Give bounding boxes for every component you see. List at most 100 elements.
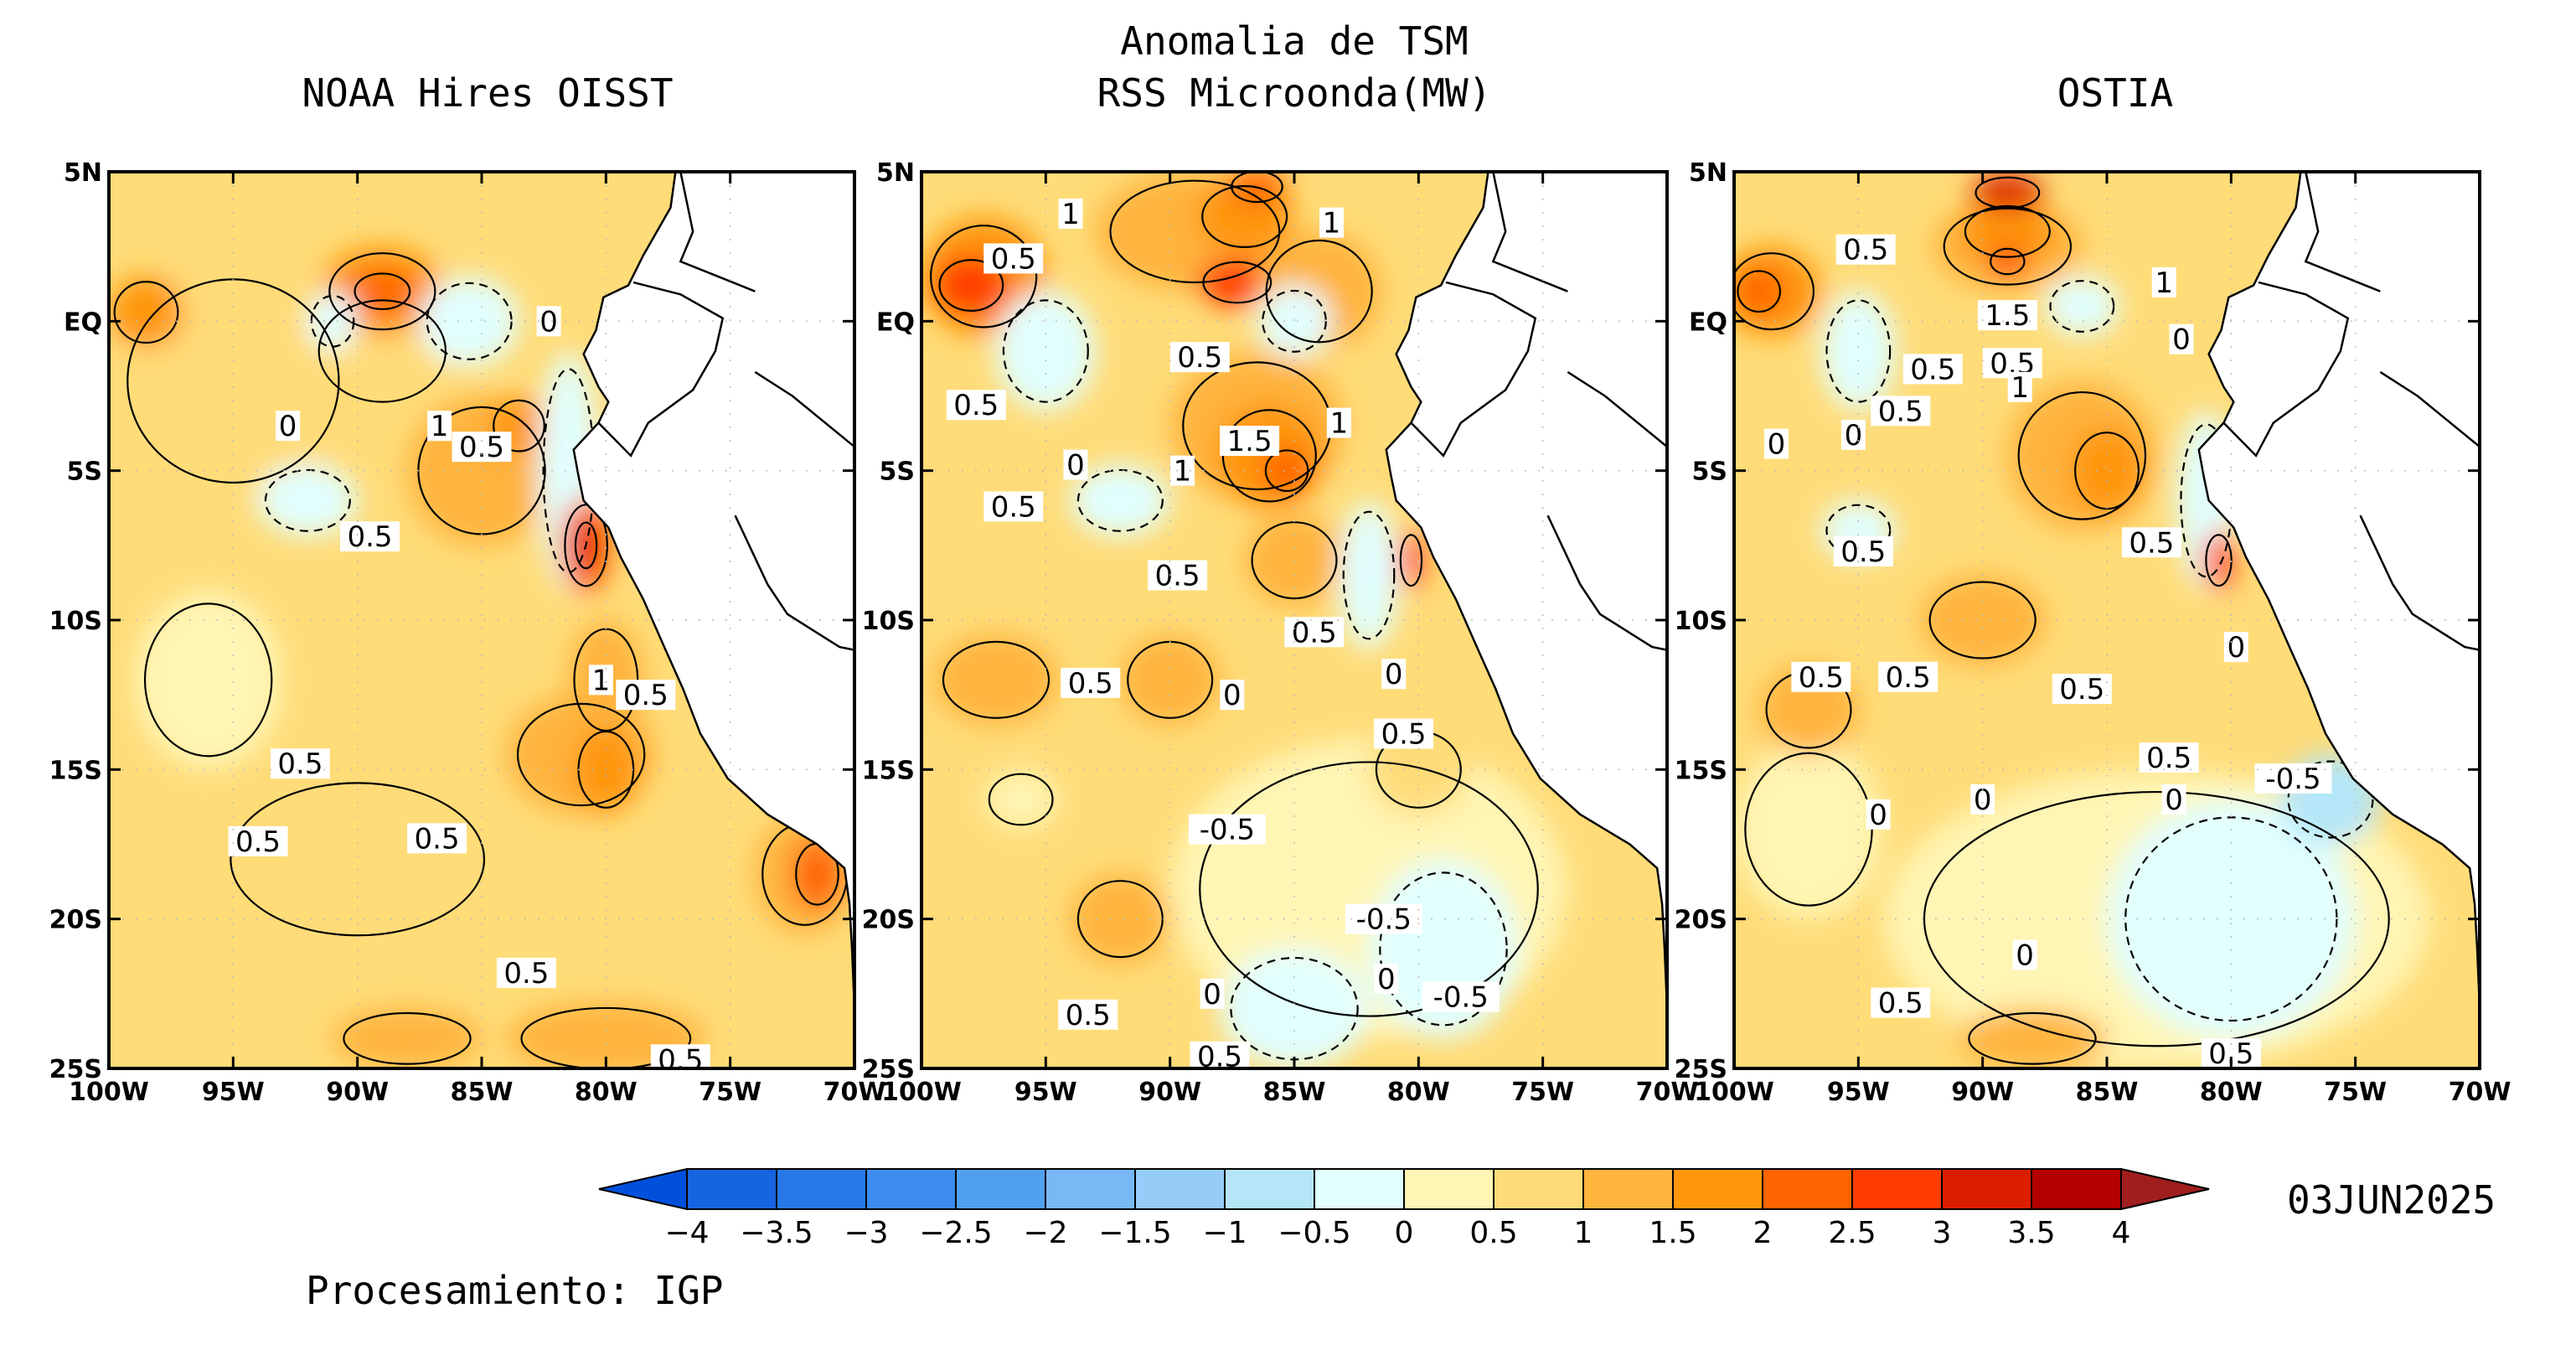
- date-label: 03JUN2025: [2287, 1177, 2496, 1223]
- contour-line-6: [1265, 239, 1373, 344]
- contour-label-bg-0: [1835, 234, 1896, 265]
- contour-label-bg-1: [276, 411, 301, 442]
- colorbar-swatch-12: [1762, 1168, 1853, 1210]
- contour-line-2: [1109, 179, 1281, 284]
- y-tick-label: EQ: [1689, 308, 1727, 337]
- colorbar-swatch-15: [2031, 1168, 2122, 1210]
- country-border-2: [2359, 515, 2480, 651]
- contour-label-bg-17: [2254, 763, 2332, 794]
- contour-label-6: 0: [2172, 323, 2191, 357]
- x-tick-label: 80W: [2200, 1078, 2263, 1107]
- contour-label-8: 0.5: [235, 825, 281, 859]
- panel3-title: OSTIA: [2057, 70, 2174, 116]
- contour-label-10: 0.5: [1155, 560, 1200, 593]
- panel-1-anomaly-field: 0.5 0 1 0.5 0 1 0.5 0.5 0.5 0.5 0.5 0.5: [109, 172, 854, 1068]
- colorbar-label-14: 3: [1933, 1216, 1952, 1250]
- anomaly-patch-23: [1120, 634, 1220, 725]
- country-border-1: [1567, 370, 1667, 448]
- contour-line-4: [1975, 176, 2041, 209]
- y-tick-label: 25S: [862, 1055, 915, 1084]
- contour-line-2: [328, 252, 436, 331]
- contour-label-1: 0.5: [991, 242, 1036, 276]
- anomaly-patch-18: [1220, 949, 1369, 1068]
- contour-label-bg-20: [2161, 784, 2186, 815]
- colorbar-swatch-4: [1045, 1168, 1136, 1210]
- contour-line-1: [938, 259, 1004, 312]
- x-tick-label: 85W: [451, 1078, 514, 1107]
- contour-line-14: [2287, 760, 2374, 839]
- contour-label-5: 1: [2011, 371, 2029, 405]
- contour-label-bg-4: [1169, 342, 1230, 373]
- country-border-1: [2379, 370, 2480, 448]
- contour-line-9: [2049, 280, 2115, 333]
- colorbar-label-1: −3.5: [740, 1216, 813, 1250]
- contour-line-4: [1231, 172, 1283, 204]
- contour-line-21: [143, 603, 273, 758]
- anomaly-patch-4: [1969, 174, 2045, 211]
- contour-label-19: -0.5: [1433, 980, 1489, 1014]
- panel-2-anomaly-field: 1 0.5 0.5 1 0.5 1.5 1 0 0.5 1 0.5 0.5 0.5 0 0 0.5 -0.5 -0…: [921, 172, 1667, 1068]
- anomaly-patch-8: [307, 291, 358, 352]
- contour-label-13: 0.5: [1799, 661, 1844, 695]
- contour-label-bg-5: [2007, 371, 2032, 402]
- anomaly-patch-18: [208, 769, 507, 949]
- contour-label-6: 1: [1330, 407, 1349, 441]
- x-tick-label: 85W: [1263, 1078, 1326, 1107]
- contour-line-3: [1964, 204, 2051, 258]
- contour-label-bg-2: [1977, 300, 2037, 331]
- colorbar-swatch-5: [1134, 1168, 1226, 1210]
- contour-label-bg-10: [496, 957, 556, 988]
- contour-line-18: [1928, 581, 2037, 659]
- contour-label-17: -0.5: [2265, 763, 2320, 796]
- colorbar-label-4: −2: [1023, 1216, 1067, 1250]
- contour-label-9: 0: [1845, 419, 1863, 453]
- colorbar-swatch-3: [955, 1168, 1046, 1210]
- contour-label-14: 0.5: [1886, 661, 1931, 695]
- x-tick-label: 90W: [1138, 1078, 1201, 1107]
- contour-line-6: [493, 399, 545, 453]
- country-border-0: [2222, 281, 2350, 458]
- contour-label-bg-8: [228, 825, 288, 856]
- contour-line-0: [930, 225, 1038, 328]
- colorbar-label-3: −2.5: [919, 1216, 992, 1250]
- contour-label-7: 0: [1066, 449, 1085, 483]
- contour-label-4: 0: [539, 305, 558, 339]
- x-tick-label: 70W: [1636, 1078, 1699, 1107]
- contour-line-12: [574, 521, 598, 570]
- x-tick-label: 80W: [1387, 1078, 1450, 1107]
- contour-line-15: [1399, 534, 1423, 587]
- y-tick-label: 5N: [876, 158, 915, 188]
- country-border-3: [679, 172, 756, 292]
- contour-label-bg-9: [1840, 419, 1866, 450]
- contour-label-3: 0.5: [1910, 353, 1955, 386]
- anomaly-patch-4: [109, 276, 183, 349]
- contour-line-16: [1199, 761, 1539, 1017]
- colorbar-label-12: 2: [1753, 1216, 1773, 1250]
- colorbar-swatch-13: [1851, 1168, 1943, 1210]
- x-tick-label: 70W: [823, 1078, 886, 1107]
- colorbar-swatch-1: [776, 1168, 867, 1210]
- contour-line-13: [2124, 816, 2338, 1022]
- contour-line-6: [2017, 390, 2147, 520]
- contour-label-12: 0.5: [1068, 667, 1113, 701]
- contour-label-bg-2: [946, 390, 1006, 421]
- anomaly-patch-14: [1339, 500, 1399, 650]
- contour-line-14: [516, 702, 646, 807]
- contour-label-bg-16: [2139, 742, 2199, 773]
- contour-label-17: -0.5: [1356, 903, 1412, 937]
- contour-line-17: [1379, 871, 1508, 1027]
- contour-label-bg-7: [1063, 449, 1088, 480]
- contour-label-10: 0.5: [503, 957, 549, 990]
- anomaly-patch-3: [1958, 201, 2057, 261]
- y-tick-label: 10S: [49, 607, 102, 636]
- anomaly-patch-7: [2069, 426, 2145, 516]
- contour-label-15: 0.5: [1381, 718, 1426, 752]
- country-border-2: [734, 515, 854, 651]
- anomaly-patch-5: [1987, 246, 2028, 277]
- contour-label-15: 0.5: [2059, 673, 2104, 706]
- anomaly-patch-20: [333, 1008, 482, 1068]
- contour-label-16: 0.5: [2146, 742, 2191, 775]
- contour-label-20: 0: [2165, 784, 2183, 817]
- contour-label-bg-22: [1871, 987, 1931, 1018]
- contour-line-5: [1202, 261, 1273, 304]
